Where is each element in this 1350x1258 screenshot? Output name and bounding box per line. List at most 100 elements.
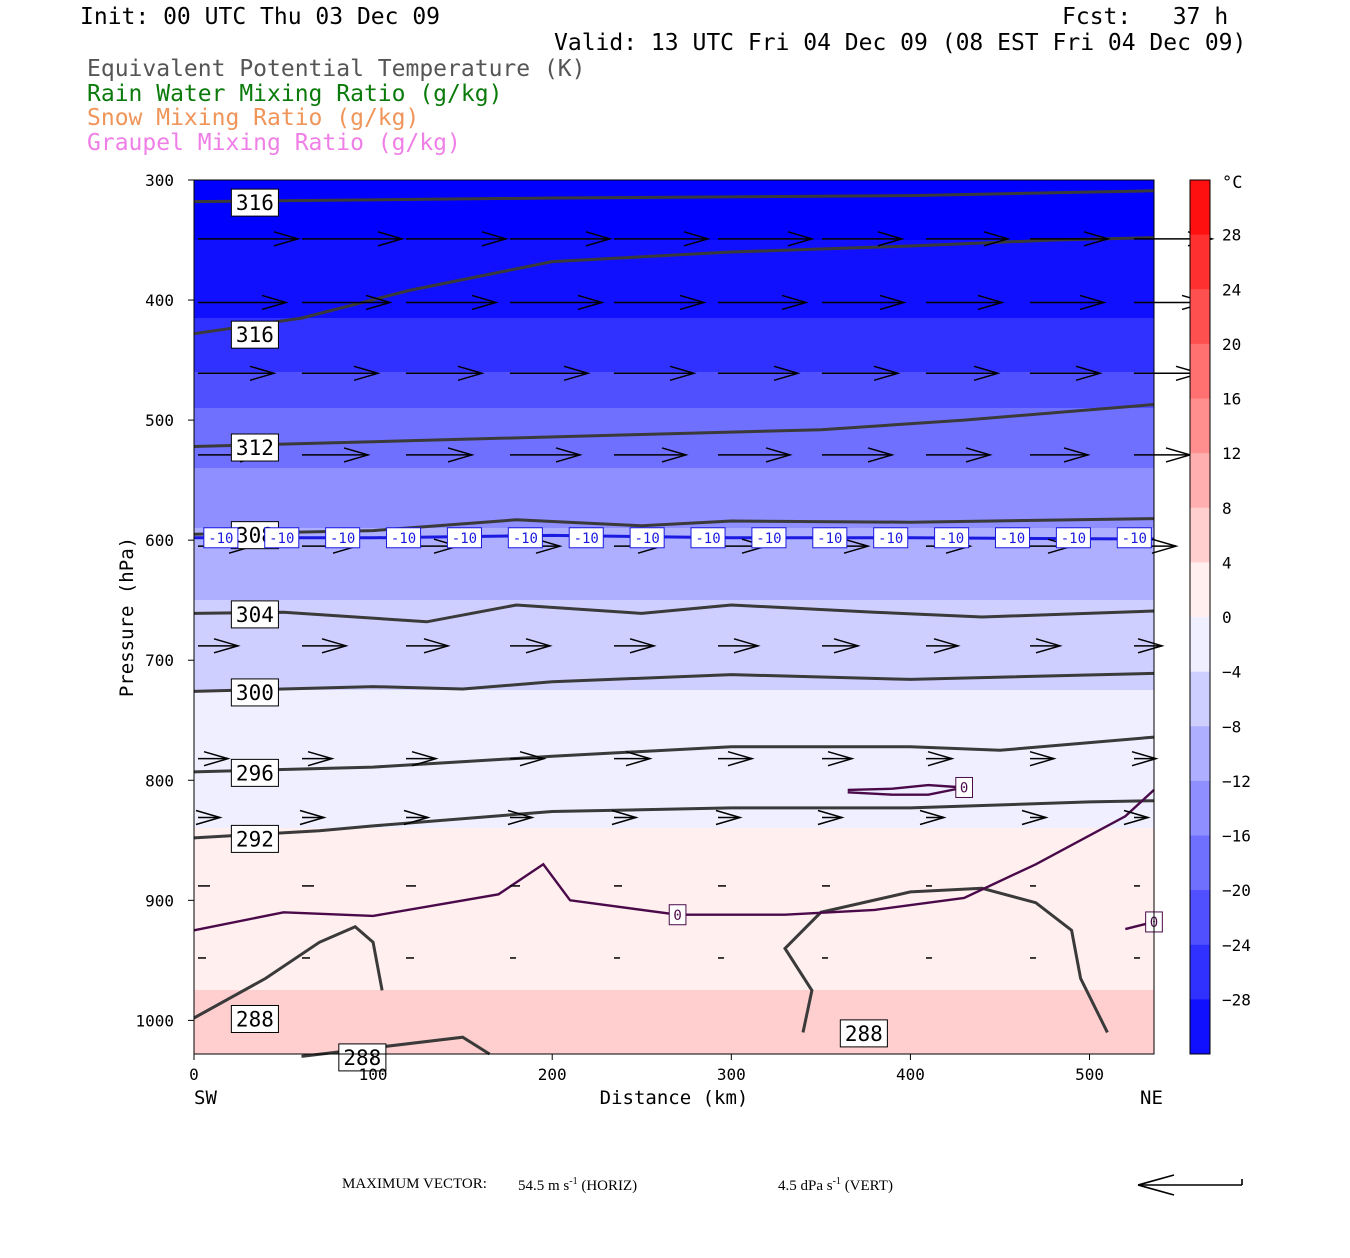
isotherm-label-minus10: -10 (391, 531, 416, 547)
temperature-band (194, 180, 1154, 187)
theta-e-label-304: 304 (236, 603, 274, 627)
init-time: Init: 00 UTC Thu 03 Dec 09 (80, 4, 441, 30)
x-tick-label: 100 (359, 1065, 388, 1084)
temperature-band (194, 870, 1154, 877)
temperature-band (194, 198, 1154, 205)
isotherm-label-minus10: -10 (756, 531, 781, 547)
temperature-band (194, 888, 1154, 895)
theta-e-label-316-box (230, 188, 279, 217)
wind-arrow-head (611, 809, 639, 826)
temperature-band (194, 834, 1154, 841)
wind-arrow-head (1035, 638, 1063, 654)
wind-arrow-head (213, 638, 241, 654)
temperature-band (194, 726, 1154, 733)
isotherm-label-minus10-box (812, 527, 848, 549)
temperature-band (194, 1008, 1154, 1015)
isotherm-label-0-box (955, 776, 973, 798)
theta-e-label-312-box (230, 433, 279, 462)
wind-arrow-head (1123, 809, 1151, 826)
wind-arrow-head (1063, 447, 1091, 463)
wind-arrow-head (423, 638, 451, 654)
temperature-band (194, 852, 1154, 859)
wind-arrow-head (1079, 294, 1107, 311)
temperature-fill (194, 180, 1154, 1054)
y-tick-label: 900 (145, 891, 174, 910)
temperature-band (194, 348, 1154, 355)
temperature-band (194, 828, 1154, 835)
field-label-theta-e: Equivalent Potential Temperature (K) (87, 56, 586, 82)
y-tick-label: 400 (145, 291, 174, 310)
temperature-band (194, 714, 1154, 721)
wind-arrow-head (249, 365, 277, 382)
temperature-band (194, 228, 1154, 235)
temperature-band (194, 930, 1154, 937)
temperature-band (194, 738, 1154, 745)
wind-arrow-head (1131, 750, 1159, 767)
temperature-band (194, 936, 1154, 943)
temperature-band (194, 486, 1154, 493)
colorbar-tick-label: 0 (1222, 608, 1232, 627)
temperature-band (194, 426, 1154, 433)
temperature-band (194, 660, 1154, 667)
wind-arrow-head (715, 809, 743, 826)
temperature-band (194, 966, 1154, 973)
theta-e-label-300: 300 (236, 681, 274, 705)
temperature-band (194, 324, 1154, 331)
temperature-band (194, 456, 1154, 463)
temperature-band (194, 792, 1154, 799)
wind-arrow-head (817, 809, 845, 826)
temperature-band (194, 294, 1154, 301)
isotherm-label-minus10: -10 (634, 531, 659, 547)
temperature-band (194, 342, 1154, 349)
temperature-band (194, 402, 1154, 409)
wind-arrow-head (457, 365, 485, 382)
temperature-band (194, 528, 1154, 535)
horiz-max: 54.5 m s-1 (HORIZ) (518, 1176, 638, 1194)
theta-e-contour-300 (193, 671, 1155, 693)
theta-e-contour-316 (193, 189, 1155, 204)
wind-arrow-head (519, 750, 547, 767)
temperature-band (194, 570, 1154, 577)
wind-arrow-head (447, 447, 475, 463)
temperature-band (194, 576, 1154, 583)
isotherm-label-minus10-box (994, 527, 1031, 549)
temperature-band (194, 732, 1154, 739)
colorbar-tick-label: 24 (1222, 280, 1241, 299)
isotherm-label-minus10-box (507, 527, 543, 549)
colorbar-bin (1190, 890, 1210, 946)
temperature-band (194, 864, 1154, 871)
wind-arrow-head (1083, 231, 1111, 247)
wind-arrow-head (965, 447, 993, 463)
theta-e-label-296: 296 (236, 761, 274, 785)
temperature-band (194, 1026, 1154, 1033)
forecast-hour: Fcst: 37 h (1062, 4, 1229, 30)
temperature-band (194, 384, 1154, 391)
x-tick-label: 400 (896, 1065, 925, 1084)
valid-time: Valid: 13 UTC Fri 04 Dec 09 (08 EST Fri … (554, 30, 1247, 56)
temperature-band (194, 876, 1154, 883)
x-tick-label: 300 (717, 1065, 746, 1084)
temperature-band (194, 444, 1154, 451)
theta-e-label-288: 288 (343, 1046, 381, 1070)
wind-arrow-head (877, 231, 905, 247)
wind-arrow-head (353, 365, 381, 382)
temperature-band (194, 780, 1154, 787)
temperature-band (194, 612, 1154, 619)
colorbar-bin (1190, 507, 1210, 563)
x-tick-label: 200 (538, 1065, 567, 1084)
colorbar-tick-label: −28 (1222, 990, 1251, 1009)
colorbar-bin (1190, 835, 1210, 891)
plot-frame (193, 179, 1155, 1055)
temperature-band (194, 432, 1154, 439)
wind-arrow-head (879, 294, 907, 311)
wind-arrow-head (299, 809, 327, 826)
temperature-band (194, 186, 1154, 193)
isotherm-label-0-box (668, 904, 687, 926)
colorbar-tick-label: −8 (1222, 717, 1241, 736)
temperature-band (194, 618, 1154, 625)
temperature-band (194, 1050, 1154, 1054)
temperature-band (194, 900, 1154, 907)
footer-max-vector: MAXIMUM VECTOR: 54.5 m s-1 (HORIZ) 4.5 d… (0, 1173, 1350, 1197)
wind-arrow-head (1137, 638, 1165, 654)
